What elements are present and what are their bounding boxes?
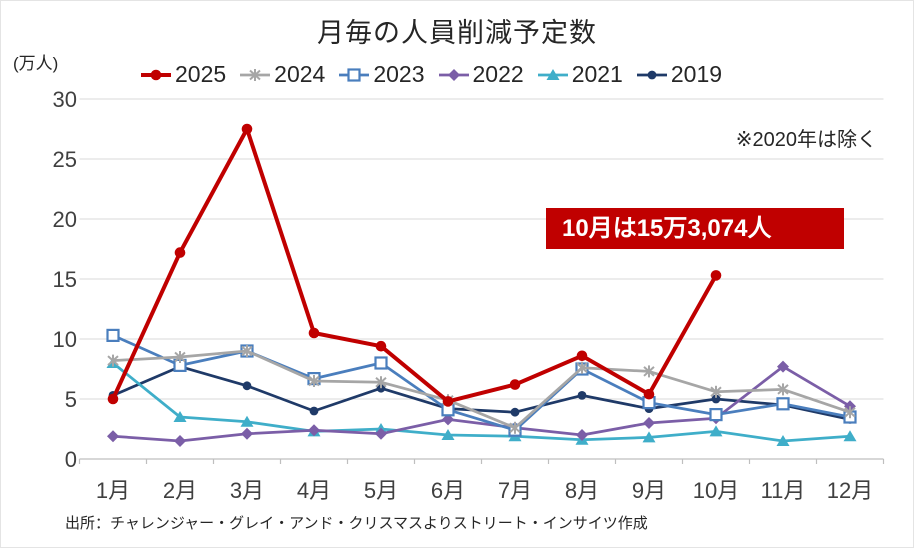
y-tick-label: 30: [53, 87, 77, 112]
chart-legend: 2025 2024 2023 2022 2021 2019: [139, 61, 722, 88]
marker-2021: [709, 425, 723, 437]
marker-2024: [509, 421, 521, 434]
marker-2019: [309, 406, 319, 416]
marker-2022: [777, 360, 789, 373]
marker-2025: [241, 123, 253, 135]
y-tick-label: 5: [65, 387, 77, 412]
marker-2022: [174, 435, 186, 447]
x-tick-label: 7月: [498, 478, 532, 503]
x-tick-label: 8月: [565, 478, 599, 503]
marker-2021: [776, 435, 790, 446]
x-tick-label: 6月: [431, 478, 465, 503]
legend-label: 2023: [373, 61, 425, 87]
series-line-2022: [111, 365, 852, 443]
y-tick-label: 20: [53, 207, 77, 232]
exclusion-note: ※2020年は除く: [735, 129, 877, 151]
marker-2025: [442, 396, 454, 407]
marker-2019: [510, 407, 520, 417]
y-tick-label: 15: [53, 267, 77, 292]
legend-label: 2024: [274, 61, 326, 87]
marker-2025: [643, 388, 655, 400]
marker-2021: [843, 430, 857, 442]
marker-2025: [710, 270, 722, 281]
y-tick-label: 0: [65, 447, 77, 472]
legend-label: 2022: [472, 61, 524, 87]
x-tick-label: 12月: [827, 478, 873, 503]
october-callout-badge: 10月は15万3,074人: [546, 208, 844, 249]
marker-2023: [776, 397, 790, 411]
marker-2024: [576, 361, 588, 374]
legend-label: 2025: [175, 61, 227, 87]
x-tick-label: 4月: [297, 478, 331, 503]
marker-2024: [241, 345, 253, 357]
marker-2021: [441, 429, 455, 440]
marker-2022: [643, 417, 655, 429]
marker-2019: [711, 394, 721, 404]
marker-2023: [106, 328, 120, 342]
legend-marker-star-icon: [240, 68, 271, 81]
marker-2019: [577, 391, 587, 400]
marker-2022: [442, 413, 454, 426]
legend-item-2021: 2021: [536, 61, 623, 88]
legend-item-2022: 2022: [437, 61, 524, 88]
series-line-2019: [111, 365, 852, 421]
series-line-2023: [111, 334, 852, 432]
x-tick-label: 3月: [230, 478, 264, 503]
marker-2022: [375, 427, 387, 440]
marker-2021: [642, 431, 656, 443]
series-line-2024: [111, 349, 852, 430]
marker-2024: [777, 383, 789, 396]
marker-2019: [242, 381, 252, 391]
marker-2025: [174, 247, 186, 258]
y-tick-label: 10: [53, 327, 77, 352]
legend-item-2023: 2023: [337, 61, 425, 88]
marker-2024: [643, 365, 655, 378]
legend-marker-diamond-icon: [438, 68, 469, 81]
marker-2025: [509, 379, 521, 390]
chart-title: 月毎の人員削減予定数: [317, 18, 597, 48]
source-attribution: 出所：チャレンジャー・グレイ・アンド・クリスマスよりストリート・インサイツ作成: [65, 515, 648, 532]
marker-2025: [375, 340, 387, 352]
marker-2024: [308, 375, 320, 387]
legend-label: 2019: [670, 61, 723, 87]
marker-2022: [107, 430, 119, 443]
legend-label: 2021: [571, 61, 623, 87]
marker-2021: [173, 411, 187, 422]
marker-2022: [308, 424, 320, 437]
marker-2025: [308, 327, 320, 339]
legend-item-2024: 2024: [238, 61, 325, 88]
series-line-2025: [111, 127, 718, 404]
marker-2021: [240, 415, 254, 427]
marker-2023: [709, 408, 723, 422]
marker-2024: [107, 354, 119, 367]
marker-2024: [844, 406, 856, 419]
marker-2025: [107, 393, 119, 405]
marker-2022: [241, 427, 253, 440]
marker-2023: [374, 356, 388, 370]
x-tick-label: 10月: [693, 478, 739, 503]
y-tick-label: 25: [53, 147, 77, 172]
legend-marker-small-circle-icon: [636, 70, 667, 79]
x-tick-label: 5月: [364, 478, 398, 503]
marker-2024: [375, 376, 387, 389]
marker-2025: [576, 350, 588, 362]
legend-item-2019: 2019: [635, 61, 722, 88]
marker-2024: [710, 385, 722, 398]
legend-marker-open-square-icon: [339, 67, 370, 82]
y-axis-unit-label: (万人): [13, 54, 59, 73]
x-tick-label: 11月: [761, 478, 806, 503]
x-tick-label: 1月: [96, 478, 130, 503]
legend-marker-circle-icon: [141, 69, 171, 80]
legend-marker-triangle-icon: [537, 68, 568, 80]
legend-item-2025: 2025: [139, 61, 226, 88]
series-line-2021: [111, 361, 852, 443]
marker-2024: [174, 351, 186, 363]
marker-2022: [576, 429, 588, 441]
x-tick-label: 2月: [163, 478, 197, 503]
x-tick-label: 9月: [632, 478, 666, 503]
